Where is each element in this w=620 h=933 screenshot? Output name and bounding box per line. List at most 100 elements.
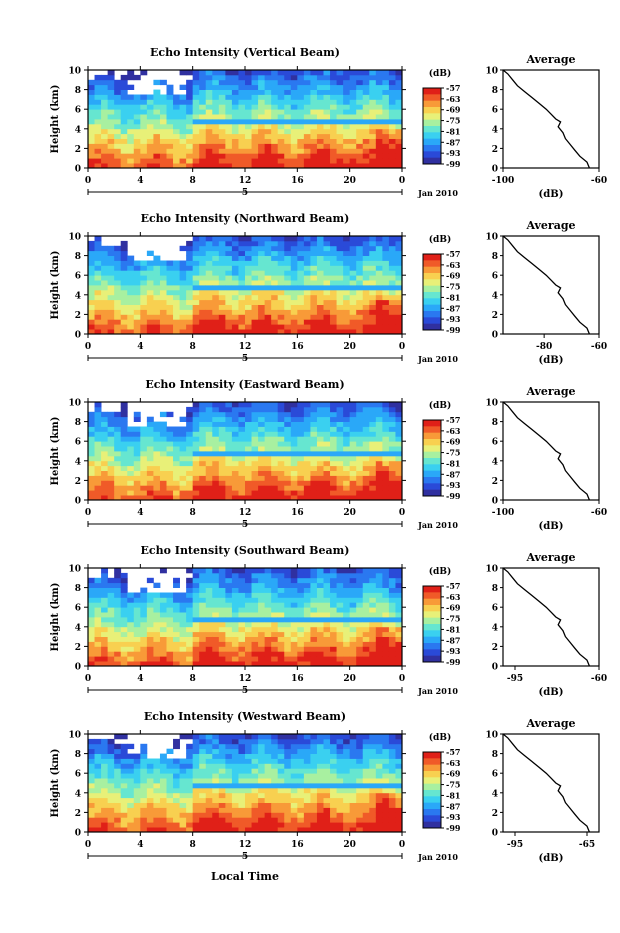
heatmap-cell	[153, 129, 160, 134]
heatmap-cell	[95, 651, 102, 656]
heatmap-cell	[291, 407, 298, 412]
heatmap-cell	[337, 124, 344, 129]
heatmap-cell	[395, 798, 402, 803]
heatmap-cell	[265, 85, 272, 90]
colorbar-swatch	[423, 120, 441, 127]
heatmap-cell	[193, 402, 200, 407]
heatmap-cell	[225, 822, 232, 827]
heatmap-cell	[245, 436, 252, 441]
heatmap-cell	[101, 588, 108, 593]
heatmap-cell	[232, 759, 239, 764]
heatmap-cell	[108, 744, 115, 749]
heatmap-cell	[153, 476, 160, 481]
heatmap-cell	[337, 617, 344, 622]
heatmap-cell	[238, 739, 245, 744]
heatmap-cell	[88, 656, 95, 661]
heatmap-cell	[88, 431, 95, 436]
heatmap-cell	[376, 739, 383, 744]
heatmap-cell	[304, 114, 311, 119]
heatmap-cell	[114, 744, 121, 749]
heatmap-cell	[121, 803, 128, 808]
heatmap-cell	[245, 568, 252, 573]
heatmap-cell	[114, 627, 121, 632]
heatmap-cell	[271, 124, 278, 129]
heatmap-cell	[376, 773, 383, 778]
heatmap-cell	[108, 637, 115, 642]
heatmap-cell	[382, 656, 389, 661]
heatmap	[88, 568, 402, 666]
heatmap-cell	[350, 763, 357, 768]
heatmap-cell	[395, 593, 402, 598]
heatmap-cell	[186, 602, 193, 607]
heatmap-cell	[284, 436, 291, 441]
heatmap-cell	[363, 627, 370, 632]
heatmap-cell	[310, 798, 317, 803]
heatmap-cell	[265, 803, 272, 808]
heatmap-cell	[389, 812, 396, 817]
heatmap-cell	[101, 80, 108, 85]
heatmap-cell	[356, 295, 363, 300]
heatmap-cell	[225, 412, 232, 417]
heatmap-cell	[317, 822, 324, 827]
colorbar-tick-label: -69	[446, 603, 461, 613]
heatmap-cell	[369, 436, 376, 441]
heatmap-cell	[114, 476, 121, 481]
heatmap-cell	[140, 314, 147, 319]
heatmap-cell	[304, 632, 311, 637]
heatmap-cell	[304, 436, 311, 441]
heatmap-cell	[265, 788, 272, 793]
heatmap-cell	[389, 139, 396, 144]
heatmap-cell	[271, 578, 278, 583]
heatmap-cell	[140, 261, 147, 266]
heatmap-cell	[127, 480, 134, 485]
heatmap-cell	[108, 134, 115, 139]
heatmap-cell	[317, 749, 324, 754]
heatmap-cell	[324, 602, 331, 607]
heatmap-cell	[140, 431, 147, 436]
heatmap-cell	[284, 153, 291, 158]
heatmap-cell	[140, 300, 147, 305]
heatmap-cell	[101, 583, 108, 588]
heatmap-cell	[101, 446, 108, 451]
heatmap-cell	[167, 612, 174, 617]
heatmap-cell	[245, 300, 252, 305]
heatmap-cell	[297, 612, 304, 617]
heatmap-cell	[317, 788, 324, 793]
heatmap-cell	[291, 153, 298, 158]
heatmap-cell	[180, 763, 187, 768]
heatmap-cell	[140, 480, 147, 485]
heatmap-cell	[382, 588, 389, 593]
heatmap-cell	[127, 783, 134, 788]
heatmap-cell	[291, 412, 298, 417]
heatmap-cell	[271, 778, 278, 783]
heatmap-cell	[389, 241, 396, 246]
heatmap-cell	[245, 402, 252, 407]
heatmap-cell	[284, 256, 291, 261]
heatmap-cell	[278, 651, 285, 656]
heatmap-cell	[363, 446, 370, 451]
heatmap-cell	[238, 642, 245, 647]
profile-x-tick-label: -60	[591, 508, 607, 518]
heatmap-cell	[245, 319, 252, 324]
heatmap-cell	[238, 80, 245, 85]
heatmap-cell	[395, 431, 402, 436]
heatmap-cell	[363, 139, 370, 144]
heatmap-cell	[212, 466, 219, 471]
heatmap-cell	[127, 490, 134, 495]
heatmap-cell	[180, 622, 187, 627]
heatmap-cell	[173, 656, 180, 661]
heatmap-cell	[245, 285, 252, 290]
heatmap-cell	[219, 480, 226, 485]
heatmap-cell	[134, 754, 141, 759]
heatmap-cell	[147, 261, 154, 266]
heatmap-cell	[95, 441, 102, 446]
heatmap-cell	[186, 783, 193, 788]
heatmap-cell	[88, 578, 95, 583]
heatmap-cell	[88, 783, 95, 788]
heatmap-cell	[356, 578, 363, 583]
heatmap-cell	[363, 427, 370, 432]
heatmap-cell	[147, 300, 154, 305]
heatmap-cell	[317, 573, 324, 578]
heatmap-cell	[238, 251, 245, 256]
heatmap-cell	[363, 808, 370, 813]
